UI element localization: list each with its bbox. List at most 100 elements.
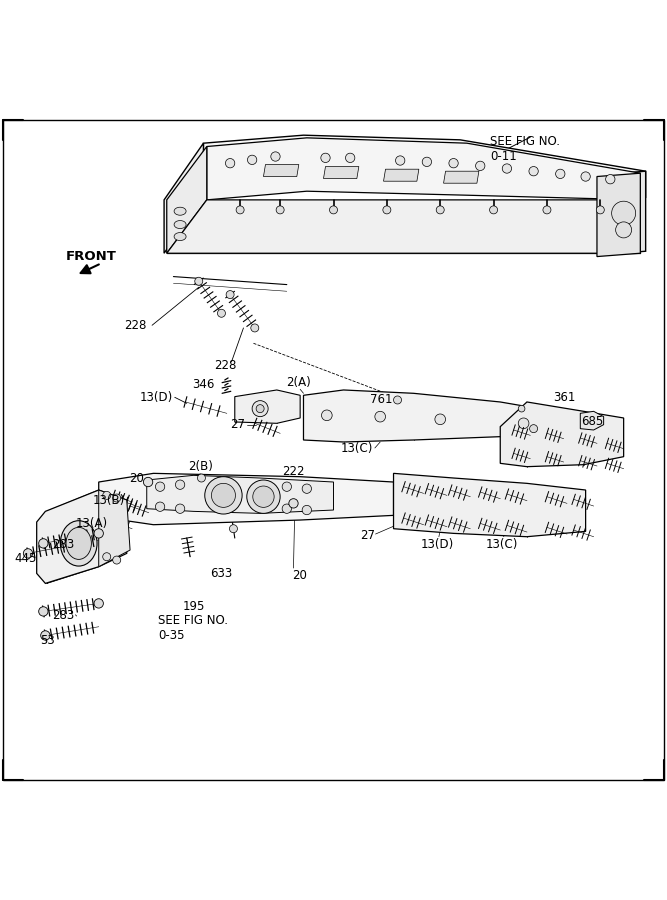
- Circle shape: [251, 324, 259, 332]
- Circle shape: [211, 483, 235, 508]
- Circle shape: [529, 166, 538, 176]
- Circle shape: [247, 480, 280, 513]
- Circle shape: [175, 504, 185, 513]
- Polygon shape: [207, 138, 640, 200]
- Circle shape: [329, 206, 338, 214]
- Circle shape: [581, 172, 590, 181]
- Text: 13(D): 13(D): [140, 391, 173, 404]
- Text: 27: 27: [360, 529, 375, 542]
- Polygon shape: [164, 143, 203, 253]
- Polygon shape: [37, 490, 127, 583]
- Text: 361: 361: [554, 392, 576, 404]
- Circle shape: [217, 310, 225, 318]
- Circle shape: [113, 556, 121, 564]
- Circle shape: [282, 482, 291, 491]
- Text: 2(B): 2(B): [187, 460, 213, 473]
- Polygon shape: [500, 402, 624, 467]
- Circle shape: [197, 474, 205, 482]
- Text: 633: 633: [210, 567, 232, 580]
- Polygon shape: [597, 173, 640, 256]
- Text: 222: 222: [282, 465, 305, 478]
- Polygon shape: [604, 171, 646, 255]
- Text: 13(D): 13(D): [420, 538, 454, 551]
- Circle shape: [195, 277, 203, 285]
- Polygon shape: [167, 147, 207, 253]
- Text: SEE FIG NO.
0-11: SEE FIG NO. 0-11: [490, 135, 560, 163]
- Circle shape: [396, 156, 405, 166]
- Circle shape: [256, 405, 264, 412]
- Circle shape: [394, 396, 402, 404]
- Circle shape: [518, 405, 525, 412]
- Circle shape: [103, 491, 111, 500]
- Circle shape: [612, 202, 636, 225]
- Circle shape: [422, 158, 432, 166]
- Circle shape: [436, 206, 444, 214]
- Text: 27: 27: [231, 418, 245, 431]
- Circle shape: [226, 291, 234, 299]
- Circle shape: [518, 418, 529, 428]
- Text: 445: 445: [14, 552, 37, 564]
- Circle shape: [247, 155, 257, 165]
- Circle shape: [302, 506, 311, 515]
- Circle shape: [39, 539, 48, 548]
- Circle shape: [383, 206, 391, 214]
- Polygon shape: [167, 200, 640, 253]
- Text: 13(A): 13(A): [76, 517, 108, 530]
- Polygon shape: [147, 475, 334, 513]
- Circle shape: [94, 598, 103, 608]
- Circle shape: [94, 528, 103, 538]
- Circle shape: [321, 153, 330, 163]
- Polygon shape: [263, 165, 299, 176]
- Polygon shape: [394, 473, 586, 536]
- Circle shape: [253, 486, 274, 508]
- Circle shape: [616, 222, 632, 238]
- Text: 13(C): 13(C): [486, 538, 518, 551]
- Ellipse shape: [66, 527, 91, 560]
- Circle shape: [321, 410, 332, 420]
- Circle shape: [502, 164, 512, 173]
- Ellipse shape: [60, 521, 97, 566]
- Circle shape: [490, 206, 498, 214]
- Circle shape: [39, 607, 48, 616]
- Polygon shape: [99, 490, 130, 567]
- Circle shape: [476, 161, 485, 170]
- Circle shape: [155, 502, 165, 511]
- Polygon shape: [235, 390, 300, 423]
- Text: 20: 20: [292, 569, 307, 581]
- Polygon shape: [580, 411, 604, 430]
- Circle shape: [113, 494, 121, 502]
- Text: 761: 761: [370, 393, 392, 407]
- Polygon shape: [323, 166, 359, 178]
- Circle shape: [175, 480, 185, 490]
- Text: 13(B): 13(B): [93, 493, 125, 507]
- Ellipse shape: [174, 232, 186, 240]
- Circle shape: [236, 206, 244, 214]
- Circle shape: [606, 175, 615, 184]
- Polygon shape: [203, 135, 646, 198]
- Circle shape: [225, 158, 235, 168]
- Text: 13(C): 13(C): [341, 442, 374, 455]
- Circle shape: [143, 477, 153, 487]
- Polygon shape: [303, 390, 547, 442]
- Circle shape: [289, 499, 298, 508]
- Text: 228: 228: [124, 319, 147, 332]
- Circle shape: [596, 206, 604, 214]
- Circle shape: [435, 414, 446, 425]
- Text: SEE FIG NO.
0-35: SEE FIG NO. 0-35: [158, 614, 228, 642]
- Circle shape: [23, 549, 33, 558]
- Ellipse shape: [174, 220, 186, 229]
- Text: 20: 20: [129, 472, 144, 484]
- Text: 195: 195: [182, 600, 205, 613]
- Circle shape: [543, 206, 551, 214]
- Text: 685: 685: [582, 415, 604, 428]
- Circle shape: [375, 411, 386, 422]
- Text: 283: 283: [53, 609, 75, 622]
- Circle shape: [229, 525, 237, 533]
- Circle shape: [155, 482, 165, 491]
- Circle shape: [530, 425, 538, 433]
- Text: 53: 53: [41, 634, 55, 646]
- Polygon shape: [99, 473, 394, 525]
- Text: 228: 228: [214, 358, 237, 372]
- Polygon shape: [384, 169, 419, 181]
- Circle shape: [449, 158, 458, 168]
